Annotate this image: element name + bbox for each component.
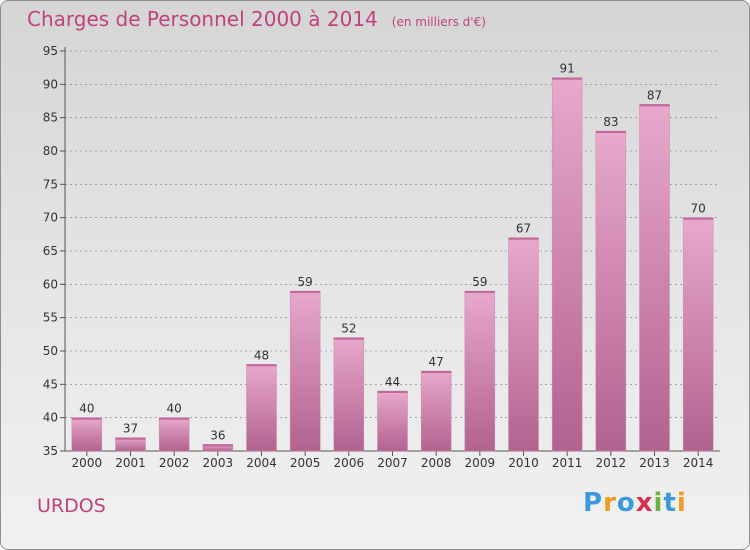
logo-letter: r (603, 488, 617, 518)
bar-top-2005 (290, 291, 321, 293)
x-tick-label: 2008 (421, 456, 452, 470)
chart-title: Charges de Personnel 2000 à 2014 (en mill… (27, 7, 486, 31)
y-tick-label: 75 (43, 177, 58, 191)
bar-top-2006 (333, 337, 364, 340)
logo-letter: i (653, 488, 664, 518)
data-label: 37 (123, 422, 138, 436)
data-label: 70 (691, 202, 706, 216)
bar-2011 (551, 77, 583, 452)
bar-top-2014 (683, 217, 714, 220)
data-label: 48 (254, 348, 269, 362)
bar-top-2013 (639, 104, 670, 107)
bar-top-2010 (508, 237, 539, 240)
data-label: 40 (167, 402, 182, 416)
y-tick-label: 85 (43, 111, 58, 125)
logo-letter: x (635, 488, 654, 518)
bar-top-2004 (246, 364, 277, 367)
x-tick-label: 2000 (72, 456, 103, 470)
y-tick-label: 95 (43, 44, 58, 58)
y-tick-label: 40 (43, 411, 58, 425)
bar-2004 (246, 364, 277, 452)
data-label: 87 (647, 88, 662, 102)
logo-letter: o (616, 488, 636, 518)
bar-2010 (508, 237, 539, 452)
bar-top-2000 (71, 417, 102, 420)
y-tick-label: 50 (43, 344, 58, 358)
y-tick-label: 45 (43, 377, 58, 391)
bar-top-2012 (595, 131, 626, 133)
chart-title-text: Charges de Personnel 2000 à 2014 (27, 7, 378, 31)
y-tick-label: 90 (43, 77, 58, 91)
bar-top-2001 (115, 437, 146, 440)
data-labels: 40 37 40 36 48 59 52 44 47 59 67 91 83 87 70 (79, 62, 706, 443)
x-tick-label: 2001 (115, 456, 146, 470)
y-tick-label: 70 (43, 211, 58, 225)
x-tick-label: 2011 (552, 456, 583, 470)
data-label: 83 (603, 115, 618, 129)
commune-name: URDOS (37, 495, 106, 517)
bar-2014 (682, 217, 714, 452)
chart-subtitle: (en milliers d'€) (391, 15, 486, 29)
x-tick-label: 2007 (377, 456, 408, 470)
data-label: 44 (385, 375, 400, 389)
bar-2012 (595, 130, 627, 452)
data-label: 52 (341, 322, 356, 336)
bar-2009 (464, 290, 496, 452)
x-tick-label: 2002 (159, 456, 190, 470)
x-tick-label: 2009 (465, 456, 496, 470)
bar-top-2003 (202, 444, 233, 447)
x-tick-label: 2005 (290, 456, 321, 470)
bar-top-2007 (377, 391, 408, 393)
x-tick-label: 2004 (246, 456, 277, 470)
bar-2000 (71, 417, 103, 452)
x-tick-label: 2006 (334, 456, 365, 470)
x-tick-label: 2014 (683, 456, 714, 470)
bar-2002 (158, 417, 190, 452)
logo-letter: i (676, 488, 687, 518)
bar-top-2002 (159, 417, 190, 420)
y-tick-label: 55 (43, 311, 58, 325)
bar-top-2011 (552, 77, 583, 80)
y-tick-label: 60 (43, 277, 58, 291)
x-tick-label: 2010 (508, 456, 539, 470)
bar-top-2008 (421, 371, 452, 373)
logo-letter: P (583, 488, 604, 518)
x-tick-label: 2013 (639, 456, 670, 470)
data-label: 67 (516, 222, 531, 236)
data-label: 40 (79, 402, 94, 416)
bars (71, 77, 714, 452)
x-tick-label: 2012 (596, 456, 627, 470)
y-tick-label: 35 (43, 444, 58, 458)
bar-2013 (639, 104, 670, 452)
proxiti-logo[interactable]: Proxiti (583, 488, 687, 518)
data-label: 91 (560, 62, 575, 76)
data-label: 47 (429, 355, 444, 369)
data-label: 36 (210, 428, 225, 442)
bar-2008 (420, 370, 452, 452)
logo-letter: t (663, 488, 677, 518)
y-tick-label: 65 (43, 244, 58, 258)
data-label: 59 (472, 275, 487, 289)
x-tick-label: 2003 (203, 456, 234, 470)
data-label: 59 (298, 275, 313, 289)
y-tick-label: 80 (43, 144, 58, 158)
bar-top-2009 (464, 291, 495, 293)
bar-2005 (289, 290, 321, 452)
bar-2007 (377, 390, 408, 452)
bar-2006 (333, 337, 365, 452)
